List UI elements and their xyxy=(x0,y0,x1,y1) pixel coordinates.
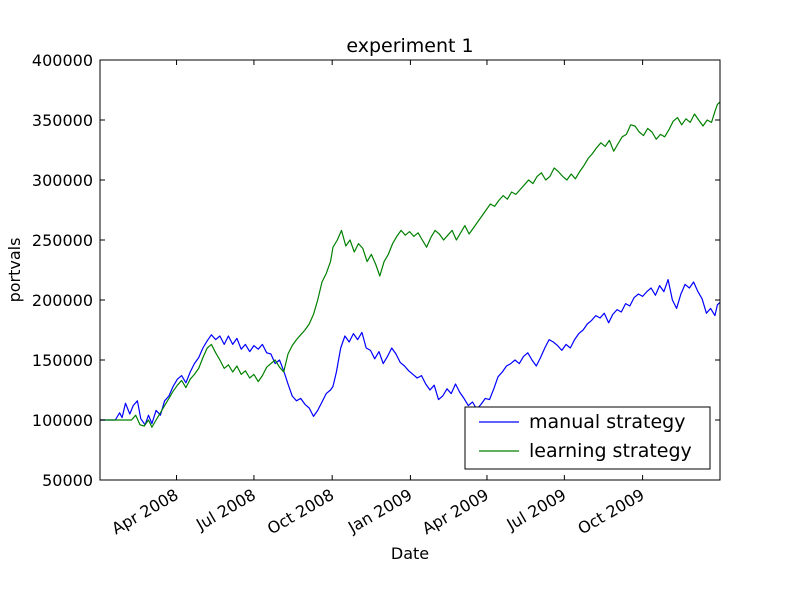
x-axis-label: Date xyxy=(391,544,429,563)
series-group xyxy=(100,101,721,428)
legend: manual strategy learning strategy xyxy=(464,406,711,470)
y-axis-label: portvals xyxy=(5,238,24,303)
series-line-learning-strategy xyxy=(100,101,721,428)
y-tick-label: 400000 xyxy=(32,51,93,70)
plot-frame xyxy=(99,59,721,481)
series-line-manual-strategy xyxy=(100,279,721,426)
y-tick-label: 200000 xyxy=(32,291,93,310)
y-tick-label: 150000 xyxy=(32,351,93,370)
y-tick-label: 100000 xyxy=(32,411,93,430)
chart-title: experiment 1 xyxy=(346,35,473,57)
legend-label-learning-strategy: learning strategy xyxy=(529,440,692,462)
legend-box xyxy=(464,406,711,470)
y-tick-label: 250000 xyxy=(32,231,93,250)
legend-label-manual-strategy: manual strategy xyxy=(529,411,685,433)
y-tick-label: 50000 xyxy=(42,471,93,490)
y-tick-label: 350000 xyxy=(32,111,93,130)
y-tick-label: 300000 xyxy=(32,171,93,190)
